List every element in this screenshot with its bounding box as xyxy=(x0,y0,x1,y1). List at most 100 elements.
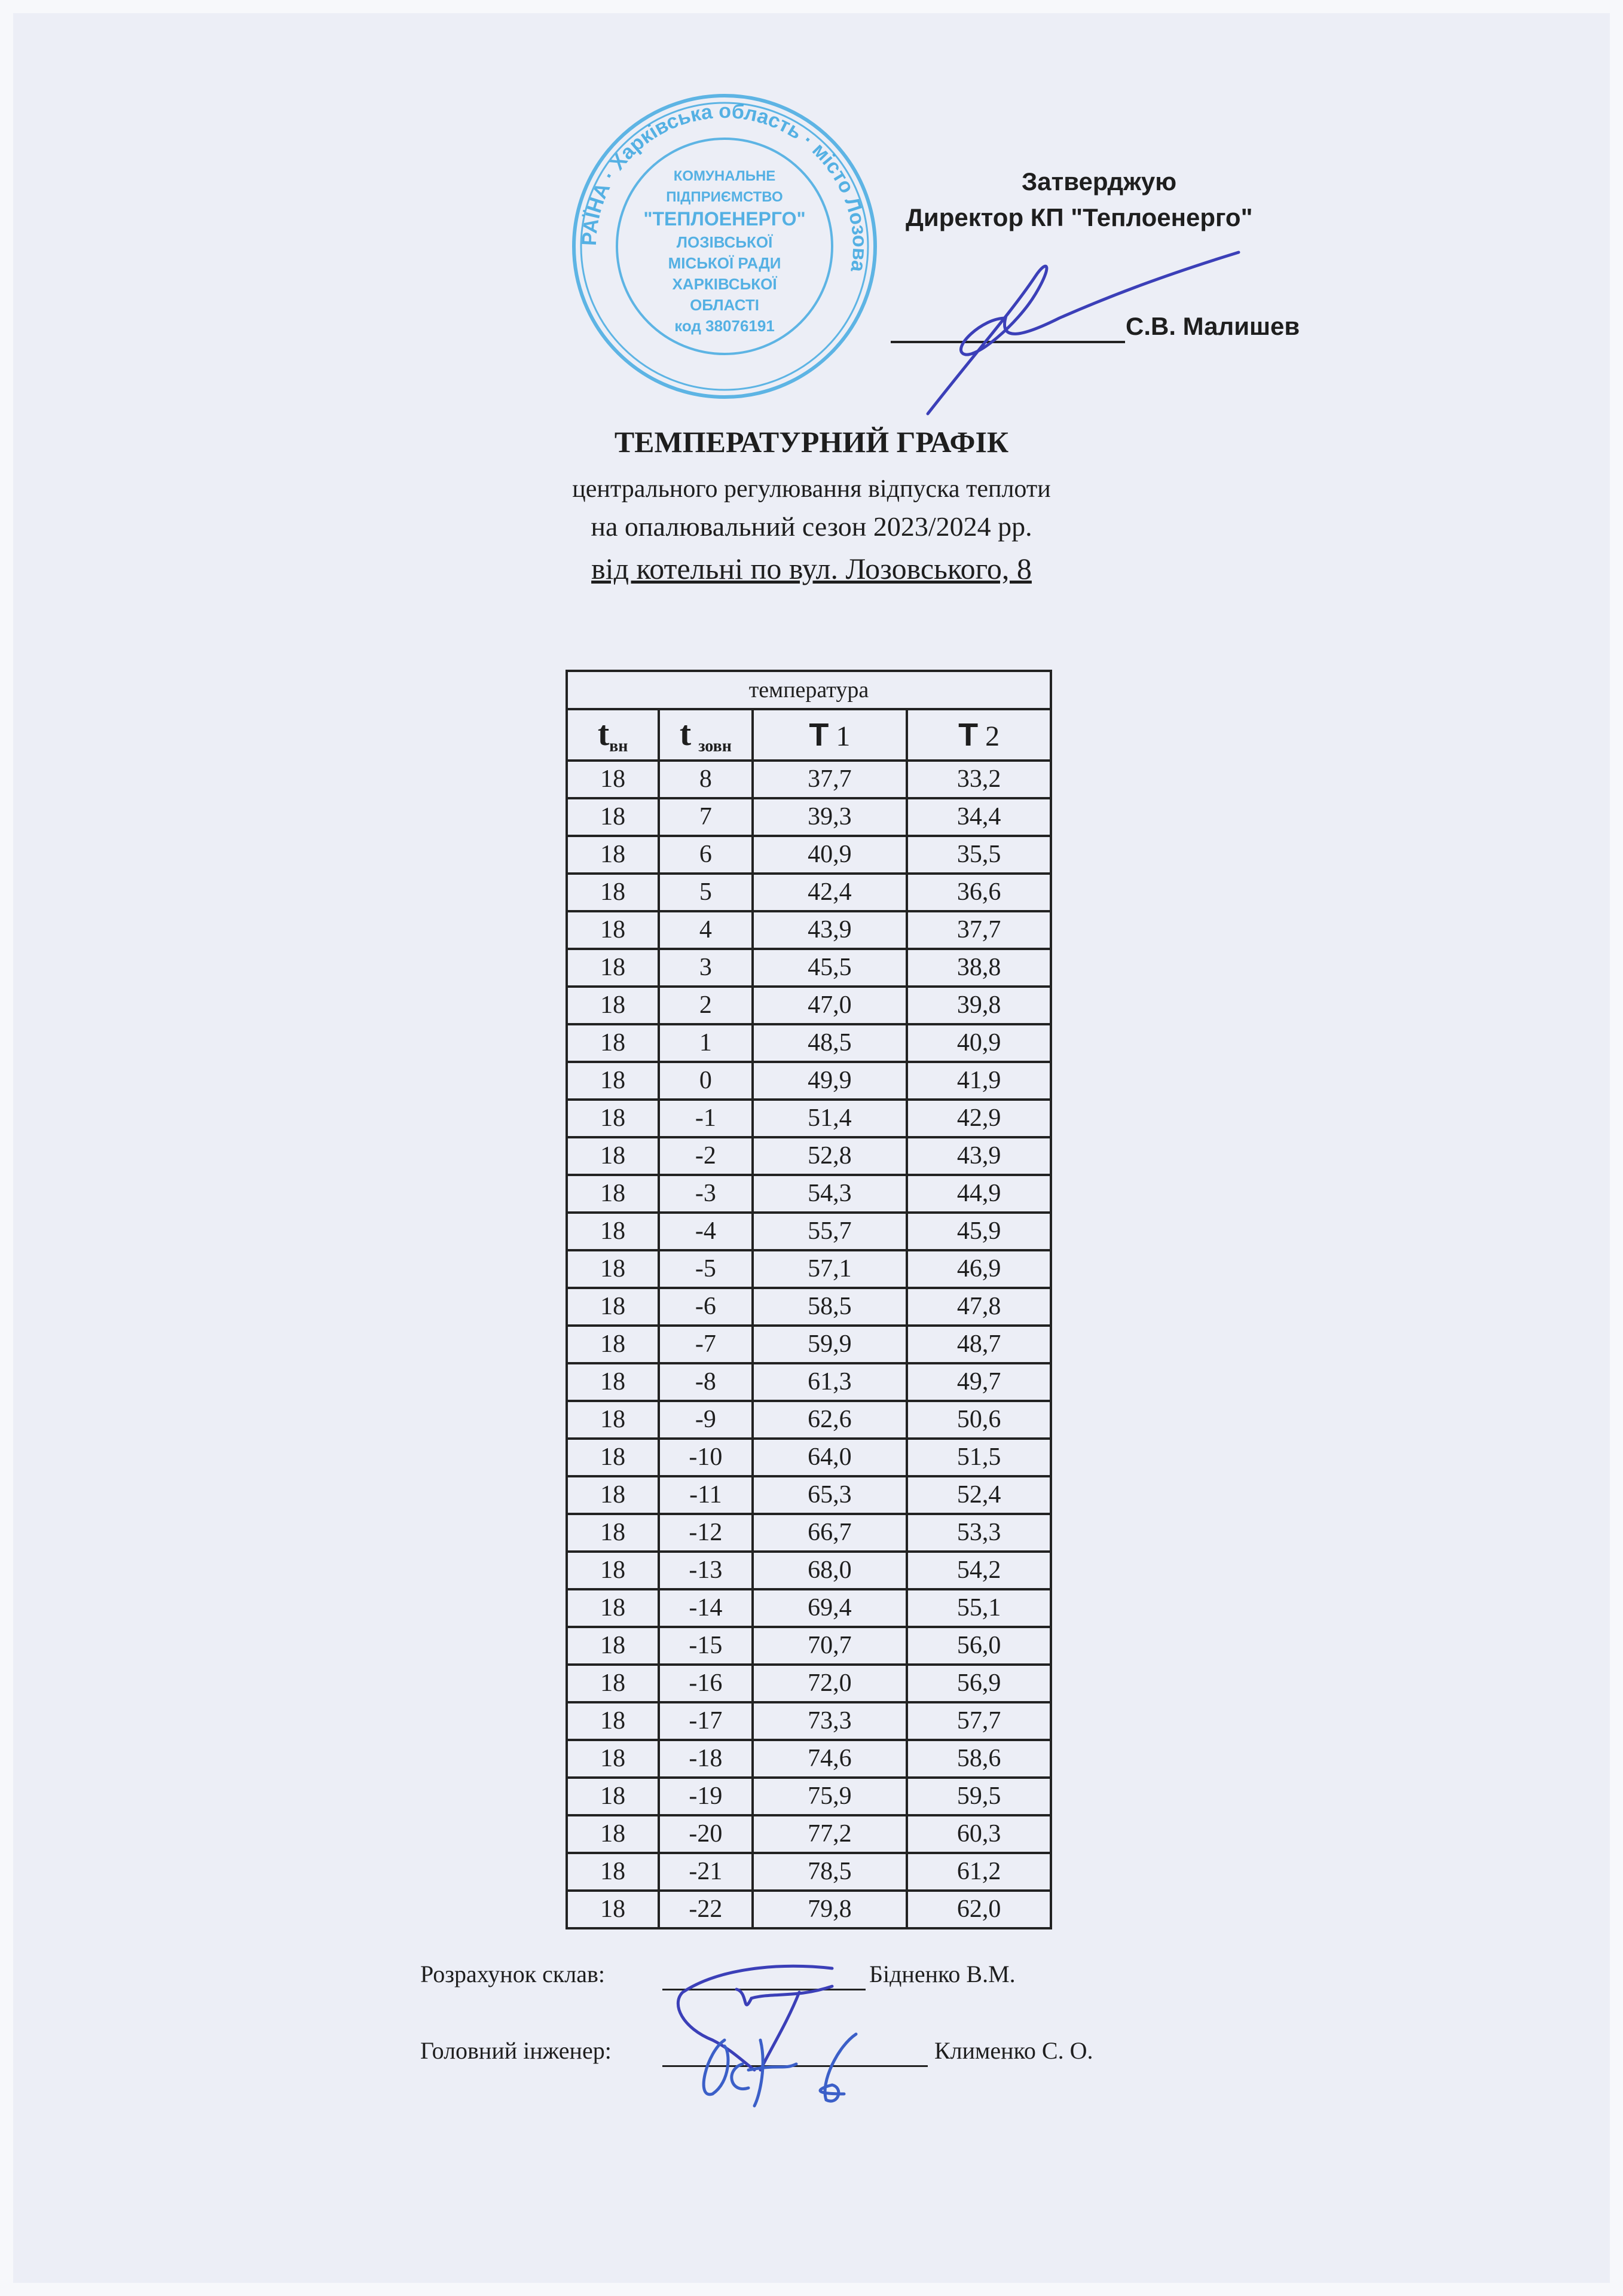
cell-t2: 59,5 xyxy=(906,1776,1052,1816)
cell-t1: 52,8 xyxy=(751,1136,909,1176)
cell-t1: 59,9 xyxy=(751,1324,909,1364)
cell-t2: 33,2 xyxy=(906,759,1052,799)
cell-t1: 61,3 xyxy=(751,1362,909,1402)
cell-t1: 49,9 xyxy=(751,1061,909,1101)
cell-t1: 54,3 xyxy=(751,1174,909,1214)
document-page: УКРАЇНА · Харківська область · місто Лоз… xyxy=(13,13,1610,2283)
cell-t2: 57,7 xyxy=(906,1701,1052,1741)
cell-t1: 37,7 xyxy=(751,759,909,799)
cell-t-outside: -19 xyxy=(658,1776,754,1816)
table-row: 18 -9 62,6 50,6 xyxy=(565,1400,1052,1440)
cell-t1: 57,1 xyxy=(751,1249,909,1289)
table-row: 18 8 37,7 33,2 xyxy=(565,759,1052,799)
cell-t2: 36,6 xyxy=(906,872,1052,912)
document-subtitle-1: центрального регулювання відпуска теплот… xyxy=(572,475,1051,503)
cell-t2: 40,9 xyxy=(906,1023,1052,1063)
cell-t2: 35,5 xyxy=(906,835,1052,875)
company-stamp: УКРАЇНА · Харківська область · місто Лоз… xyxy=(569,91,877,399)
cell-t-inside: 18 xyxy=(565,1701,661,1741)
cell-t-outside: 6 xyxy=(658,835,754,875)
director-signature xyxy=(926,251,1240,416)
cell-t1: 39,3 xyxy=(751,797,909,837)
cell-t2: 34,4 xyxy=(906,797,1052,837)
cell-t-outside: -14 xyxy=(658,1588,754,1628)
cell-t-inside: 18 xyxy=(565,1211,661,1251)
cell-t-outside: -5 xyxy=(658,1249,754,1289)
calc-author-label: Розрахунок склав: xyxy=(420,1961,606,1987)
cell-t1: 73,3 xyxy=(751,1701,909,1741)
cell-t-inside: 18 xyxy=(565,1776,661,1816)
table-caption: температура xyxy=(566,670,1052,710)
cell-t-inside: 18 xyxy=(565,759,661,799)
cell-t1: 69,4 xyxy=(751,1588,909,1628)
cell-t-inside: 18 xyxy=(565,1437,661,1477)
cell-t1: 48,5 xyxy=(751,1023,909,1063)
cell-t2: 55,1 xyxy=(906,1588,1052,1628)
table-row: 18 1 48,5 40,9 xyxy=(565,1023,1052,1063)
approval-position: Директор КП "Теплоенерго" xyxy=(906,203,1253,231)
cell-t-inside: 18 xyxy=(565,948,661,988)
svg-text:ХАРКІВСЬКОЇ: ХАРКІВСЬКОЇ xyxy=(672,275,777,293)
cell-t-inside: 18 xyxy=(565,1174,661,1214)
cell-t-inside: 18 xyxy=(565,1814,661,1854)
svg-text:ПІДПРИЄМСТВО: ПІДПРИЄМСТВО xyxy=(666,189,783,205)
cell-t-outside: -8 xyxy=(658,1362,754,1402)
cell-t2: 47,8 xyxy=(906,1287,1052,1327)
document-title: ТЕМПЕРАТУРНИЙ ГРАФІК xyxy=(614,425,1009,459)
table-row: 18 -18 74,6 58,6 xyxy=(565,1739,1052,1779)
cell-t-inside: 18 xyxy=(565,1098,661,1138)
cell-t1: 68,0 xyxy=(751,1550,909,1590)
cell-t-outside: -3 xyxy=(658,1174,754,1214)
table-row: 18 -16 72,0 56,9 xyxy=(565,1663,1052,1703)
cell-t1: 75,9 xyxy=(751,1776,909,1816)
cell-t-outside: -1 xyxy=(658,1098,754,1138)
cell-t2: 46,9 xyxy=(906,1249,1052,1289)
cell-t2: 41,9 xyxy=(906,1061,1052,1101)
chief-engineer-signature xyxy=(702,2032,858,2108)
cell-t-inside: 18 xyxy=(565,1249,661,1289)
cell-t1: 74,6 xyxy=(751,1739,909,1779)
cell-t-inside: 18 xyxy=(565,1287,661,1327)
cell-t-inside: 18 xyxy=(565,985,661,1025)
svg-text:ОБЛАСТІ: ОБЛАСТІ xyxy=(690,296,759,314)
cell-t2: 39,8 xyxy=(906,985,1052,1025)
table-row: 18 -21 78,5 61,2 xyxy=(565,1852,1052,1892)
table-row: 18 -17 73,3 57,7 xyxy=(565,1701,1052,1741)
cell-t-outside: 1 xyxy=(658,1023,754,1063)
cell-t-inside: 18 xyxy=(565,1136,661,1176)
cell-t1: 58,5 xyxy=(751,1287,909,1327)
cell-t1: 62,6 xyxy=(751,1400,909,1440)
cell-t-inside: 18 xyxy=(565,910,661,950)
table-row: 18 -20 77,2 60,3 xyxy=(565,1814,1052,1854)
cell-t-inside: 18 xyxy=(565,1889,661,1929)
cell-t-outside: -18 xyxy=(658,1739,754,1779)
cell-t-outside: -4 xyxy=(658,1211,754,1251)
cell-t2: 56,0 xyxy=(906,1626,1052,1666)
cell-t1: 70,7 xyxy=(751,1626,909,1666)
cell-t2: 62,0 xyxy=(906,1889,1052,1929)
approval-label: Затверджую xyxy=(1022,167,1177,196)
cell-t2: 44,9 xyxy=(906,1174,1052,1214)
cell-t2: 53,3 xyxy=(906,1513,1052,1553)
cell-t-outside: -13 xyxy=(658,1550,754,1590)
cell-t1: 77,2 xyxy=(751,1814,909,1854)
cell-t-outside: -20 xyxy=(658,1814,754,1854)
cell-t-outside: -15 xyxy=(658,1626,754,1666)
table-row: 18 -19 75,9 59,5 xyxy=(565,1776,1052,1816)
cell-t-outside: -9 xyxy=(658,1400,754,1440)
cell-t2: 60,3 xyxy=(906,1814,1052,1854)
table-row: 18 -13 68,0 54,2 xyxy=(565,1550,1052,1590)
table-row: 18 7 39,3 34,4 xyxy=(565,797,1052,837)
cell-t2: 42,9 xyxy=(906,1098,1052,1138)
cell-t1: 43,9 xyxy=(751,910,909,950)
cell-t-outside: 2 xyxy=(658,985,754,1025)
cell-t-inside: 18 xyxy=(565,1588,661,1628)
cell-t-inside: 18 xyxy=(565,1513,661,1553)
cell-t-inside: 18 xyxy=(565,1362,661,1402)
cell-t-inside: 18 xyxy=(565,1023,661,1063)
cell-t-inside: 18 xyxy=(565,1324,661,1364)
cell-t-outside: -10 xyxy=(658,1437,754,1477)
table-row: 18 -5 57,1 46,9 xyxy=(565,1249,1052,1289)
cell-t-inside: 18 xyxy=(565,1626,661,1666)
cell-t2: 49,7 xyxy=(906,1362,1052,1402)
